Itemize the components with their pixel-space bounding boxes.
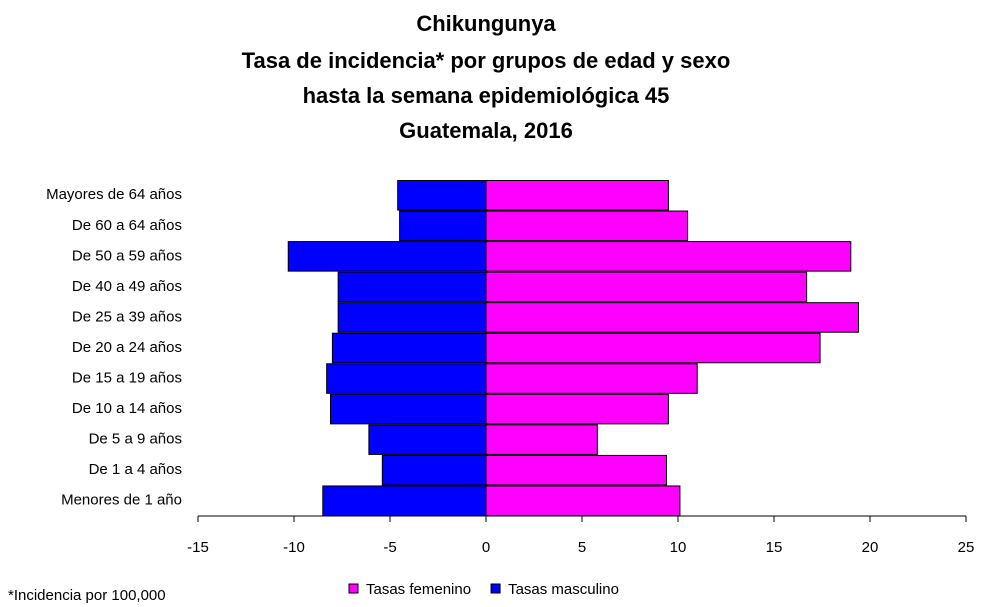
bar — [399, 210, 487, 242]
x-tick-label: 25 — [958, 539, 975, 556]
y-tick-label: De 40 a 49 años — [72, 278, 182, 295]
y-tick-label: De 1 a 4 años — [89, 461, 182, 478]
x-tick-label: 10 — [670, 539, 687, 556]
bar — [337, 302, 487, 333]
x-tick-label: -10 — [283, 539, 305, 556]
bar — [485, 302, 859, 333]
bar — [322, 485, 487, 517]
legend-swatch — [490, 583, 501, 594]
y-tick-label: Menores de 1 año — [61, 492, 182, 509]
bar — [485, 454, 667, 486]
bar — [485, 485, 681, 517]
x-tick-label: 15 — [766, 539, 783, 556]
y-tick-label: De 5 a 9 años — [89, 431, 182, 448]
legend-swatch — [348, 583, 359, 594]
x-tick-label: 20 — [862, 539, 879, 556]
y-tick-label: De 15 a 19 años — [72, 370, 182, 387]
chart-title: hasta la semana epidemiológica 45 — [303, 83, 670, 108]
bar — [485, 180, 669, 211]
x-tick-label: -15 — [187, 539, 209, 556]
chart-title: Chikungunya — [416, 11, 556, 36]
chart-title: Guatemala, 2016 — [399, 118, 573, 143]
bar — [485, 363, 698, 394]
bar — [485, 424, 598, 455]
bar — [337, 271, 487, 303]
bar — [326, 363, 487, 394]
y-tick-label: De 60 a 64 años — [72, 217, 182, 234]
bar — [485, 210, 689, 242]
chart-title: Tasa de incidencia* por grupos de edad y… — [242, 48, 731, 73]
bar — [397, 180, 487, 211]
bar — [331, 332, 487, 364]
y-tick-label: De 20 a 24 años — [72, 339, 182, 356]
x-tick-label: 5 — [578, 539, 586, 556]
x-tick-label: -5 — [383, 539, 396, 556]
bar — [485, 393, 669, 425]
legend-label: Tasas masculino — [508, 581, 619, 598]
bar — [329, 393, 487, 425]
x-tick-label: 0 — [482, 539, 490, 556]
y-tick-label: De 25 a 39 años — [72, 308, 182, 325]
legend-label: Tasas femenino — [366, 581, 471, 598]
bar — [368, 424, 487, 455]
bar — [485, 332, 821, 364]
bar — [485, 271, 808, 303]
footnote: *Incidencia por 100,000 — [8, 587, 166, 604]
y-tick-label: De 10 a 14 años — [72, 400, 182, 417]
bar — [287, 241, 487, 272]
bar — [485, 241, 852, 272]
y-tick-label: Mayores de 64 años — [46, 186, 182, 203]
bar — [381, 454, 487, 486]
y-tick-label: De 50 a 59 años — [72, 247, 182, 264]
